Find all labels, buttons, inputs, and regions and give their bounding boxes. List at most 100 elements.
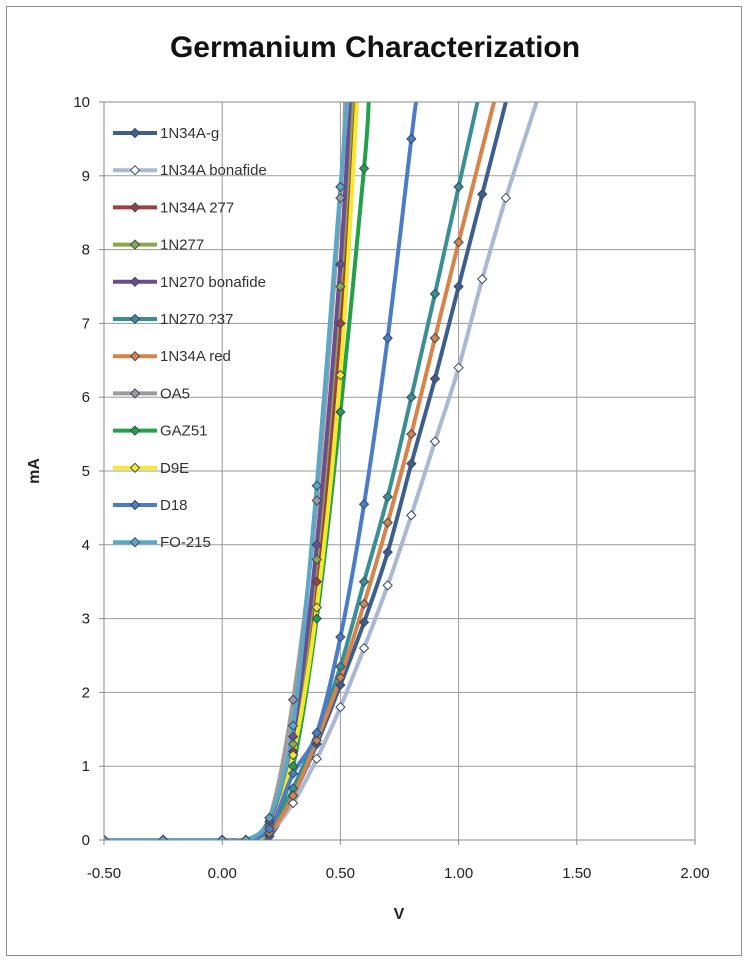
plot-border	[103, 101, 696, 841]
legend-item-1n277: 1N277	[113, 237, 204, 254]
legend-marker	[129, 350, 141, 362]
legend: 1N34A-g 1N34A bonafide 1N34A 277 1N277 1N270…	[113, 125, 267, 551]
data-point-1n270-bonafide	[311, 539, 322, 551]
legend-marker	[129, 462, 141, 474]
legend-item-1n270-37: 1N270 ?37	[113, 311, 233, 328]
data-point-fo-215	[311, 480, 322, 491]
data-point-d18	[335, 631, 346, 643]
y-tick-label: 3	[82, 611, 90, 628]
data-point-1n34a-g	[406, 458, 417, 469]
legend-item-fo-215: FO-215	[113, 534, 211, 551]
x-tick-label: 0.00	[208, 865, 237, 882]
data-point-1n34a-g	[477, 189, 488, 200]
legend-marker	[129, 127, 141, 139]
y-tick-label: 9	[82, 168, 90, 185]
legend-label: 1N277	[160, 237, 204, 254]
legend-label: OA5	[160, 385, 190, 402]
legend-label: 1N270 bonafide	[160, 274, 266, 291]
data-point-gaz51	[335, 406, 346, 418]
data-point-gaz51	[358, 163, 370, 174]
legend-marker	[129, 388, 141, 399]
data-point-1n34a-g	[335, 679, 346, 691]
data-point-d18	[311, 727, 322, 739]
data-point-1n34a-g	[453, 281, 464, 292]
x-axis-label: V	[394, 906, 405, 923]
legend-marker	[129, 313, 141, 325]
y-tick-label: 5	[82, 463, 90, 480]
y-tick-label: 1	[82, 758, 90, 775]
data-point-oa5	[335, 192, 346, 204]
legend-label: 1N34A-g	[160, 125, 219, 142]
data-point-1n34a-red	[358, 598, 370, 610]
data-point-oa5	[311, 495, 322, 506]
legend-marker	[129, 239, 141, 250]
legend-item-1n34a-bonafide: 1N34A bonafide	[113, 162, 267, 179]
chart-title: Germanium Characterization	[170, 31, 580, 64]
data-point-d18	[358, 499, 370, 510]
data-point-1n34a-g	[429, 373, 441, 384]
data-point-1n34a-red	[335, 672, 346, 683]
data-point-1n34a-g	[358, 617, 370, 628]
legend-label: FO-215	[160, 534, 211, 551]
y-tick-label: 4	[82, 537, 90, 554]
data-point-1n270-37	[382, 491, 393, 503]
data-point-fo-215	[216, 834, 228, 840]
data-point-d9e	[287, 749, 299, 761]
chart-frame: Germanium Characterization -0.50 0.00 0.50…	[6, 6, 742, 956]
x-tick-label: 0.50	[326, 865, 355, 882]
legend-marker	[129, 164, 141, 176]
data-point-1n34a-red	[287, 790, 299, 801]
series-line-d18	[104, 102, 419, 840]
legend-item-gaz51: GAZ51	[113, 423, 208, 440]
y-tick-label: 8	[82, 242, 90, 259]
legend-label: 1N34A 277	[160, 199, 234, 216]
data-point-1n277	[311, 554, 322, 565]
legend-marker	[129, 536, 141, 548]
data-point-d18	[287, 768, 299, 779]
x-tick-label: 1.00	[444, 865, 473, 882]
data-point-1n270-37	[358, 576, 370, 587]
legend-item-1n34a-g: 1N34A-g	[113, 125, 219, 142]
data-point-1n34a-bonafide	[477, 273, 488, 285]
data-point-1n270-37	[406, 391, 417, 403]
data-point-fo-215	[287, 720, 299, 731]
legend-marker	[129, 499, 141, 511]
data-point-1n34a-bonafide	[358, 642, 370, 654]
data-point-1n270-bonafide	[287, 731, 299, 742]
data-point-1n34a-bonafide	[311, 753, 322, 765]
data-point-d9e	[335, 369, 346, 381]
data-point-1n34a-bonafide	[429, 436, 441, 447]
x-tick-label: 1.50	[562, 865, 591, 882]
data-point-fo-215	[335, 181, 346, 193]
data-point-1n34a-red	[406, 428, 417, 440]
legend-label: D9E	[160, 460, 189, 477]
y-tick-label: 6	[82, 389, 90, 406]
data-point-1n34a-bonafide	[453, 362, 464, 373]
legend-item-d18: D18	[113, 497, 188, 514]
data-point-d18	[382, 332, 393, 344]
legend-marker	[129, 425, 141, 436]
y-tick-label: 0	[82, 832, 90, 849]
data-point-gaz51	[311, 613, 322, 624]
legend-item-1n34a-277: 1N34A 277	[113, 199, 234, 216]
legend-label: 1N270 ?37	[160, 311, 233, 328]
data-point-1n34a-277	[335, 318, 346, 329]
y-tick-label: 2	[82, 684, 90, 701]
data-point-1n34a-red	[311, 735, 322, 746]
data-point-1n34a-bonafide	[500, 192, 512, 204]
legend-item-1n270-bonafide: 1N270 bonafide	[113, 274, 266, 291]
y-tick-label: 7	[82, 315, 90, 332]
x-tick-label: 2.00	[680, 865, 709, 882]
data-point-d9e	[311, 602, 322, 613]
legend-marker	[129, 276, 141, 288]
legend-label: 1N34A red	[160, 348, 231, 365]
legend-label: 1N34A bonafide	[160, 162, 267, 179]
y-tick-label: 10	[73, 94, 90, 111]
data-point-fo-215	[104, 834, 110, 840]
legend-item-1n34a-red: 1N34A red	[113, 348, 231, 365]
data-point-1n277	[287, 738, 299, 750]
data-point-1n277	[335, 281, 346, 292]
data-point-1n270-37	[453, 181, 464, 193]
data-point-1n34a-277	[311, 576, 322, 587]
data-point-1n34a-g	[382, 546, 393, 558]
